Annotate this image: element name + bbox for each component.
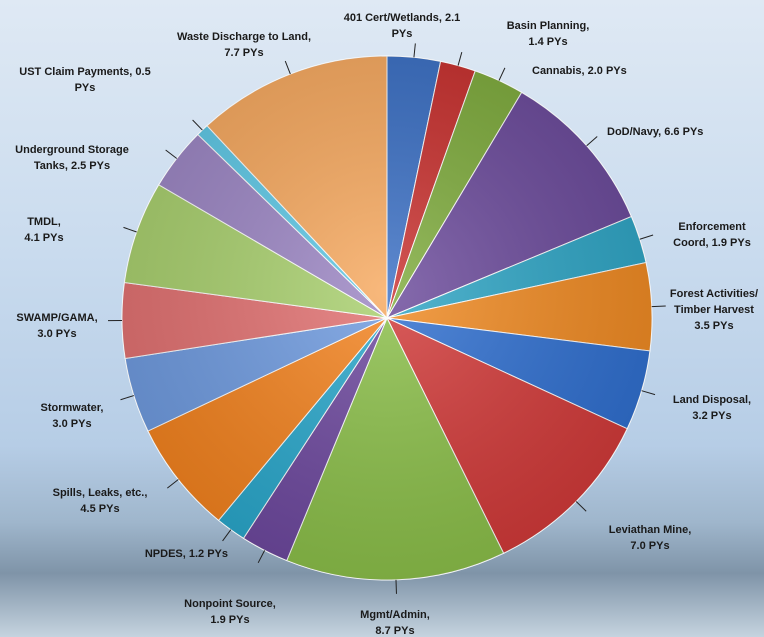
data-label: NPDES, 1.2 PYs: [145, 548, 228, 560]
leader-line: [642, 391, 655, 395]
data-label: Underground Storage: [15, 144, 129, 156]
data-label: 4.5 PYs: [80, 503, 119, 515]
data-label: Land Disposal,: [673, 394, 751, 406]
leader-line: [193, 120, 203, 130]
data-label: PYs: [392, 28, 413, 40]
data-label: SWAMP/GAMA,: [16, 312, 97, 324]
data-label: 7.0 PYs: [630, 540, 669, 552]
data-label: PYs: [75, 82, 96, 94]
data-label: Spills, Leaks, etc.,: [53, 487, 148, 499]
data-label: Tanks, 2.5 PYs: [34, 160, 110, 172]
data-label: UST Claim Payments, 0.5: [19, 66, 150, 78]
data-label: Forest Activities/: [670, 288, 758, 300]
data-label: 8.7 PYs: [375, 625, 414, 637]
leader-line: [640, 235, 653, 239]
leader-line: [167, 480, 178, 489]
data-label: Mgmt/Admin,: [360, 609, 430, 621]
leader-line: [587, 137, 598, 146]
leader-line: [414, 43, 415, 57]
data-label: 7.7 PYs: [224, 47, 263, 59]
leader-line: [499, 68, 505, 81]
data-label: Coord, 1.9 PYs: [673, 237, 751, 249]
data-label: Cannabis, 2.0 PYs: [532, 65, 627, 77]
leader-line: [576, 501, 586, 511]
leader-line: [166, 150, 177, 159]
data-label: 1.4 PYs: [528, 36, 567, 48]
data-label: DoD/Navy, 6.6 PYs: [607, 126, 703, 138]
data-label: Timber Harvest: [674, 304, 754, 316]
data-label: Enforcement: [678, 221, 746, 233]
data-label: 3.0 PYs: [52, 418, 91, 430]
data-label: Leviathan Mine,: [609, 524, 692, 536]
data-label: 3.5 PYs: [694, 320, 733, 332]
data-label: Stormwater,: [41, 402, 104, 414]
data-label: TMDL,: [27, 216, 61, 228]
data-label: Waste Discharge to Land,: [177, 31, 311, 43]
leader-line: [223, 530, 231, 541]
leader-line: [258, 550, 264, 562]
data-label: 401 Cert/Wetlands, 2.1: [344, 12, 461, 24]
data-label: Basin Planning,: [507, 20, 590, 32]
leader-line: [652, 306, 666, 307]
leader-line: [458, 52, 462, 65]
leader-line: [121, 396, 134, 400]
data-label: Nonpoint Source,: [184, 598, 276, 610]
data-label: 4.1 PYs: [24, 232, 63, 244]
data-label: 3.2 PYs: [692, 410, 731, 422]
chart: 401 Cert/Wetlands, 2.1 PYs Basin Planning,…: [0, 0, 764, 637]
data-label: 1.9 PYs: [210, 614, 249, 626]
leader-line: [123, 227, 136, 232]
page: 401 Cert/Wetlands, 2.1 PYs Basin Planning,…: [0, 0, 764, 637]
leader-line: [285, 61, 290, 74]
data-label: 3.0 PYs: [37, 328, 76, 340]
